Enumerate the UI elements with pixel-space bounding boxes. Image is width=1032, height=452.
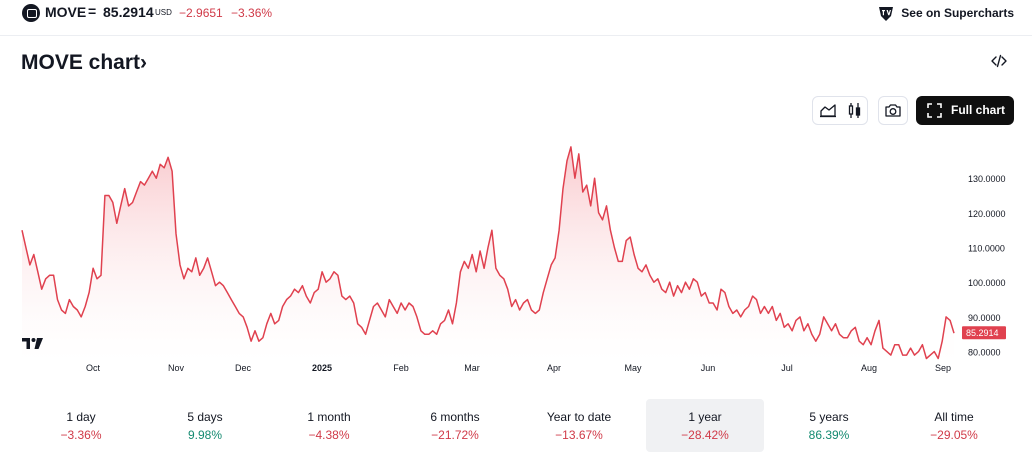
chart-title[interactable]: MOVE chart› bbox=[21, 51, 148, 74]
period-5d[interactable]: 5 days 9.98% bbox=[146, 399, 264, 452]
x-tick-label: 2025 bbox=[312, 363, 332, 373]
price-chart[interactable]: 130.0000 120.0000 110.0000 100.0000 90.0000 8… bbox=[0, 140, 1032, 380]
period-label: 1 day bbox=[66, 410, 96, 424]
tradingview-logo bbox=[22, 338, 43, 349]
period-change: −3.36% bbox=[60, 428, 102, 442]
embed-code-button[interactable] bbox=[988, 54, 1010, 72]
y-tick-label: 80.0000 bbox=[968, 348, 1001, 358]
period-change: −13.67% bbox=[555, 428, 603, 442]
x-tick-label: Jul bbox=[781, 363, 793, 373]
period-change: −4.38% bbox=[308, 428, 350, 442]
x-tick-label: Dec bbox=[235, 363, 252, 373]
period-performance-bar: 1 day −3.36% 5 days 9.98% 1 month −4.38%… bbox=[20, 399, 1012, 452]
symbol-name[interactable]: MOVE bbox=[45, 4, 87, 20]
price-change: −2.9651 bbox=[179, 6, 223, 20]
x-tick-label: Sep bbox=[935, 363, 951, 373]
symbol-bar: MOVE = 85.2914 USD −2.9651 −3.36% See on… bbox=[0, 0, 1032, 36]
x-tick-label: Feb bbox=[393, 363, 409, 373]
y-tick-label: 120.0000 bbox=[968, 209, 1006, 219]
period-change: 86.39% bbox=[808, 428, 850, 442]
period-change: −29.05% bbox=[930, 428, 978, 442]
period-1d[interactable]: 1 day −3.36% bbox=[22, 399, 140, 452]
period-label: 5 days bbox=[187, 410, 223, 424]
period-5y[interactable]: 5 years 86.39% bbox=[770, 399, 888, 452]
period-change: −28.42% bbox=[681, 428, 729, 442]
equals-sign: = bbox=[88, 3, 97, 19]
period-label: 6 months bbox=[430, 410, 480, 424]
y-tick-label: 130.0000 bbox=[968, 174, 1006, 184]
chart-style-group bbox=[812, 96, 868, 125]
area-chart-icon bbox=[820, 104, 836, 118]
series-area-fill bbox=[22, 146, 954, 362]
x-tick-label: Mar bbox=[464, 363, 480, 373]
period-ytd[interactable]: Year to date −13.67% bbox=[520, 399, 638, 452]
period-label: 1 month bbox=[307, 410, 351, 424]
x-tick-label: Nov bbox=[168, 363, 185, 373]
x-tick-label: Jun bbox=[701, 363, 716, 373]
period-change: −21.72% bbox=[431, 428, 479, 442]
last-price: 85.2914 bbox=[103, 4, 154, 20]
supercharts-label: See on Supercharts bbox=[901, 6, 1014, 20]
currency-label: USD bbox=[155, 8, 172, 17]
x-tick-label: Aug bbox=[861, 363, 877, 373]
area-style-button[interactable] bbox=[815, 97, 842, 124]
code-icon bbox=[991, 54, 1007, 68]
full-chart-label: Full chart bbox=[951, 103, 1006, 117]
period-label: 1 year bbox=[688, 410, 722, 424]
fullscreen-icon bbox=[927, 103, 942, 118]
snapshot-button[interactable] bbox=[878, 96, 908, 125]
period-6m[interactable]: 6 months −21.72% bbox=[396, 399, 514, 452]
series-line bbox=[21, 146, 955, 360]
x-tick-label: Apr bbox=[547, 363, 561, 373]
candles-icon bbox=[848, 103, 861, 118]
period-all[interactable]: All time −29.05% bbox=[895, 399, 1013, 452]
period-label: Year to date bbox=[546, 410, 612, 424]
y-tick-label: 100.0000 bbox=[968, 278, 1006, 288]
candle-style-button[interactable] bbox=[841, 97, 868, 124]
period-label: 5 years bbox=[809, 410, 849, 424]
period-label: All time bbox=[934, 410, 974, 424]
see-on-supercharts-link[interactable]: See on Supercharts bbox=[877, 3, 1014, 23]
index-icon bbox=[22, 4, 40, 22]
camera-icon bbox=[885, 104, 901, 117]
price-change-percent: −3.36% bbox=[231, 6, 273, 20]
last-price-label: 85.2914 bbox=[966, 328, 999, 338]
y-tick-label: 110.0000 bbox=[968, 244, 1005, 254]
period-1m[interactable]: 1 month −4.38% bbox=[270, 399, 388, 452]
last-price-marker bbox=[962, 326, 1006, 340]
x-tick-label: May bbox=[624, 363, 642, 373]
x-tick-label: Oct bbox=[86, 363, 101, 373]
period-1y[interactable]: 1 year −28.42% bbox=[646, 399, 764, 452]
full-chart-button[interactable]: Full chart bbox=[916, 96, 1014, 125]
y-tick-label: 90.0000 bbox=[968, 313, 1001, 323]
period-change: 9.98% bbox=[187, 428, 223, 442]
tradingview-badge-icon bbox=[879, 7, 894, 21]
